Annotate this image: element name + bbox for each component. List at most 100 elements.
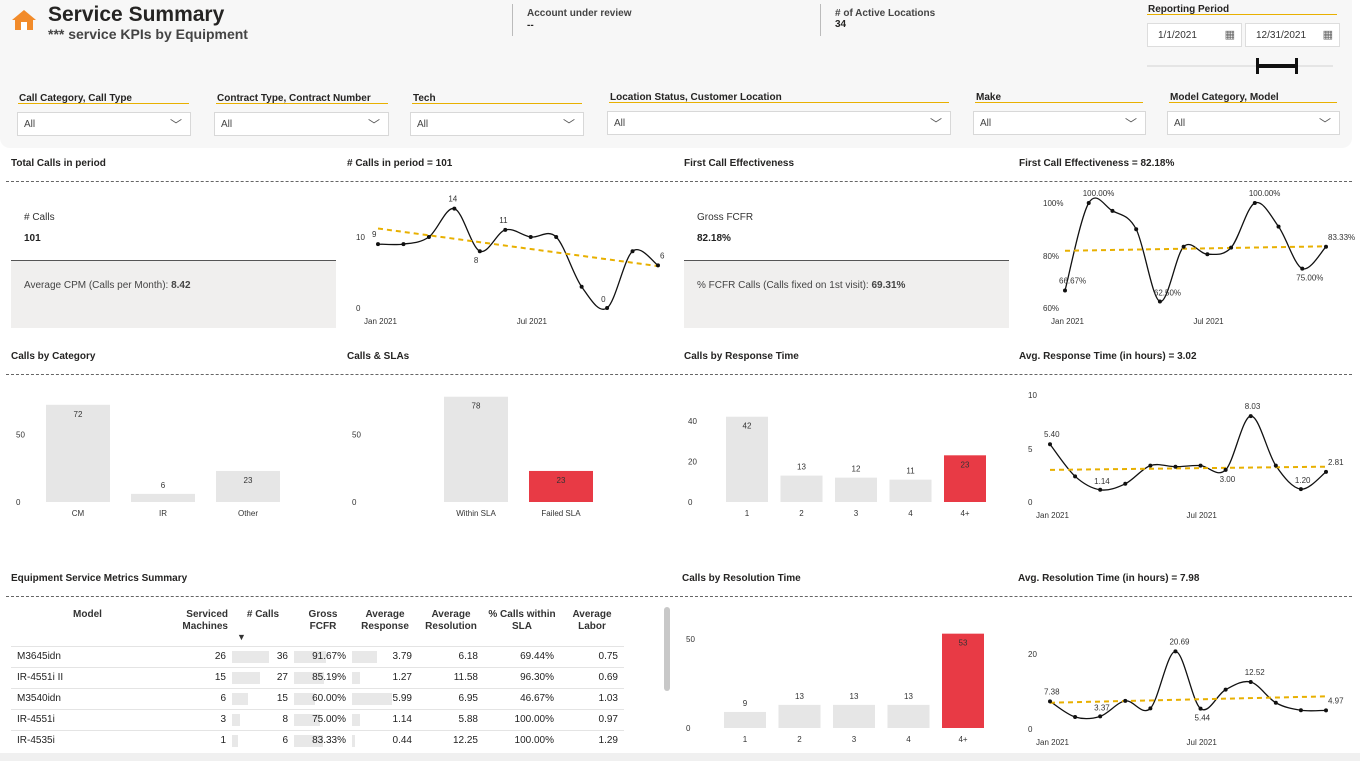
col-header-calls[interactable]: # Calls ▼ [232, 609, 294, 646]
data-label: 13 [795, 692, 804, 701]
table-row[interactable]: M3540idn 6 15 60.00% 5.99 6.95 46.67% 1.03 [11, 687, 624, 709]
trend-line [1049, 465, 1327, 471]
table-cell: 0.75 [560, 645, 624, 667]
cell-value: 85.19% [312, 672, 346, 683]
y-tick-label: 0 [1028, 498, 1033, 507]
dropdown-tech[interactable]: All ﹀ [410, 112, 584, 136]
table-row[interactable]: IR-4551i 3 8 75.00% 1.14 5.88 100.00% 0.97 [11, 708, 624, 730]
slicer-title-make: Make [976, 92, 1002, 103]
table-cell: 1.27 [352, 666, 418, 688]
data-label: 23 [244, 476, 253, 485]
table-cell: 3.79 [352, 645, 418, 667]
data-bar [352, 671, 361, 684]
cell-value: 11.58 [453, 672, 478, 683]
calendar-icon[interactable]: ▦ [1322, 29, 1333, 41]
dropdown-contract[interactable]: All ﹀ [214, 112, 389, 136]
dropdown-call-category[interactable]: All ﹀ [17, 112, 191, 136]
x-tick-label: Jan 2021 [364, 317, 397, 326]
chevron-down-icon: ﹀ [367, 118, 380, 132]
divider [684, 260, 1009, 261]
dropdown-location[interactable]: All ﹀ [607, 111, 951, 135]
data-point [1098, 714, 1103, 719]
data-label: 0 [601, 295, 606, 304]
data-point [1276, 224, 1281, 229]
data-label: 9 [743, 699, 748, 708]
section-title-fce-trend: First Call Effectiveness = 82.18% [1019, 158, 1175, 169]
table-cell: 8 [232, 708, 294, 730]
data-label: 66.67% [1059, 276, 1086, 285]
data-label: 53 [959, 639, 968, 648]
divider [975, 102, 1143, 103]
table-scrollbar[interactable] [664, 607, 670, 691]
cpm-value: 8.42 [171, 280, 191, 291]
data-label: 100.00% [1249, 190, 1281, 198]
cell-value: 0.75 [598, 651, 618, 662]
data-point [1048, 699, 1052, 704]
date-range-slider[interactable] [1147, 65, 1333, 67]
dropdown-value: All [614, 118, 626, 129]
calls-value: 101 [24, 233, 41, 244]
data-point [1073, 474, 1078, 479]
sort-desc-icon[interactable]: ▼ [237, 632, 246, 642]
col-header-fcfr[interactable]: Gross FCFR [308, 609, 338, 632]
start-date-input[interactable]: 1/1/2021 ▦ [1147, 23, 1242, 47]
col-header-model[interactable]: Model [73, 609, 102, 620]
bar [726, 416, 768, 502]
table-cell: IR-4551i [11, 708, 164, 730]
data-label: 5.44 [1195, 714, 1211, 723]
slider-handle-end[interactable] [1295, 58, 1298, 74]
y-tick-label: 50 [16, 431, 25, 440]
divider [412, 103, 582, 104]
bar [724, 711, 766, 728]
table-header-row: Model Serviced Machines # Calls ▼ Gross F… [11, 609, 624, 646]
locations-value: 34 [835, 19, 847, 30]
data-bar [294, 692, 315, 705]
y-tick-label: 20 [688, 457, 697, 466]
table-row[interactable]: IR-4551i II 15 27 85.19% 1.27 11.58 96.30% 0.69 [11, 666, 624, 688]
data-point [477, 249, 482, 254]
slicer-title-model: Model Category, Model [1170, 92, 1279, 103]
dropdown-make[interactable]: All ﹀ [973, 111, 1146, 135]
table-row[interactable]: IR-4535i 1 6 83.33% 0.44 12.25 100.00% 1.29 [11, 729, 624, 751]
data-point [1298, 487, 1303, 492]
x-tick-label: 1 [743, 735, 748, 744]
dropdown-model[interactable]: All ﹀ [1167, 111, 1340, 135]
data-bar [232, 692, 248, 705]
data-label: 3.37 [1094, 703, 1110, 712]
pct-fcfr-label: % FCFR Calls (Calls fixed on 1st visit): [697, 280, 869, 291]
chevron-down-icon: ﹀ [169, 118, 182, 132]
col-header-labor[interactable]: Average Labor [572, 609, 612, 632]
col-header-sla[interactable]: % Calls within SLA [488, 609, 556, 632]
home-icon[interactable] [10, 8, 38, 32]
calendar-icon[interactable]: ▦ [1224, 29, 1235, 41]
bar [835, 477, 877, 502]
col-header-response[interactable]: Average Response [361, 609, 409, 632]
divider [6, 596, 1352, 597]
table-cell: 100.00% [484, 729, 560, 751]
dropdown-value: All [417, 119, 429, 130]
slider-handle-start[interactable] [1256, 58, 1259, 74]
data-point [1048, 442, 1052, 447]
y-tick-label: 100% [1043, 199, 1063, 208]
section-title-response: Calls by Response Time [684, 351, 799, 362]
x-tick-label: IR [159, 509, 167, 518]
divider [6, 374, 1352, 375]
data-label: 7.38 [1044, 687, 1060, 696]
table-cell: 46.67% [484, 687, 560, 709]
series-line [377, 207, 659, 310]
end-date-input[interactable]: 12/31/2021 ▦ [1245, 23, 1340, 47]
col-header-resolution[interactable]: Average Resolution [425, 609, 477, 632]
divider [18, 103, 189, 104]
y-tick-label: 50 [352, 431, 361, 440]
data-label: 72 [74, 410, 83, 419]
chevron-down-icon: ﹀ [562, 118, 575, 132]
table-cell: 96.30% [484, 666, 560, 688]
table-cell: 15 [232, 687, 294, 709]
dropdown-value: All [221, 119, 233, 130]
account-label: Account under review [527, 8, 632, 19]
data-label: 83.33% [1328, 233, 1355, 242]
x-tick-label: Jan 2021 [1036, 511, 1069, 520]
col-header-serviced[interactable]: Serviced Machines [182, 609, 228, 632]
data-bar [294, 713, 321, 726]
table-row[interactable]: M3645idn 26 36 91.67% 3.79 6.18 69.44% 0.75 [11, 645, 624, 667]
